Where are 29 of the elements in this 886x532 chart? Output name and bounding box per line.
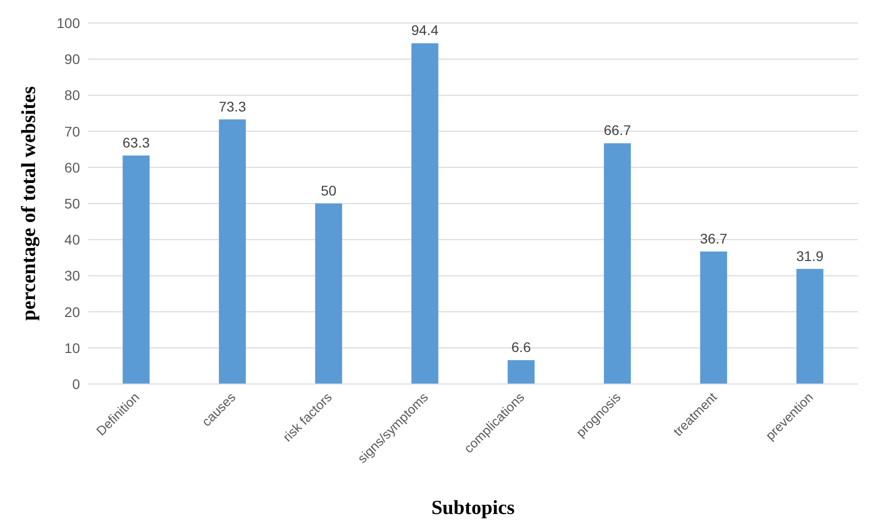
data-label: 63.3: [122, 134, 150, 150]
bar: [508, 360, 535, 384]
bar: [700, 252, 728, 384]
data-label: 73.3: [218, 98, 246, 114]
data-label: 66.7: [604, 122, 632, 138]
bar: [315, 204, 342, 384]
y-tick-label: 90: [64, 51, 80, 68]
y-tick-label: 0: [72, 376, 80, 392]
y-tick-label: 100: [56, 14, 80, 31]
y-tick-label: 20: [64, 304, 80, 320]
data-label: 94.4: [411, 22, 439, 38]
data-label: 31.9: [796, 248, 824, 264]
bar: [796, 268, 824, 384]
y-tick-label: 60: [64, 159, 80, 176]
y-tick-label: 30: [64, 268, 80, 284]
y-axis-title: percentage of total websites: [18, 86, 40, 321]
y-tick-label: 80: [64, 87, 80, 104]
x-axis-title: Subtopics: [431, 497, 515, 519]
bar: [604, 143, 631, 384]
y-tick-label: 40: [64, 232, 80, 248]
y-tick-label: 10: [64, 340, 80, 356]
bar: [218, 119, 246, 384]
data-label: 36.7: [700, 230, 728, 247]
data-label: 6.6: [511, 339, 532, 356]
data-label: 50: [320, 182, 337, 198]
y-tick-label: 50: [64, 195, 80, 212]
y-tick-label: 70: [64, 123, 80, 140]
bar: [122, 155, 150, 384]
bar: [411, 43, 438, 384]
